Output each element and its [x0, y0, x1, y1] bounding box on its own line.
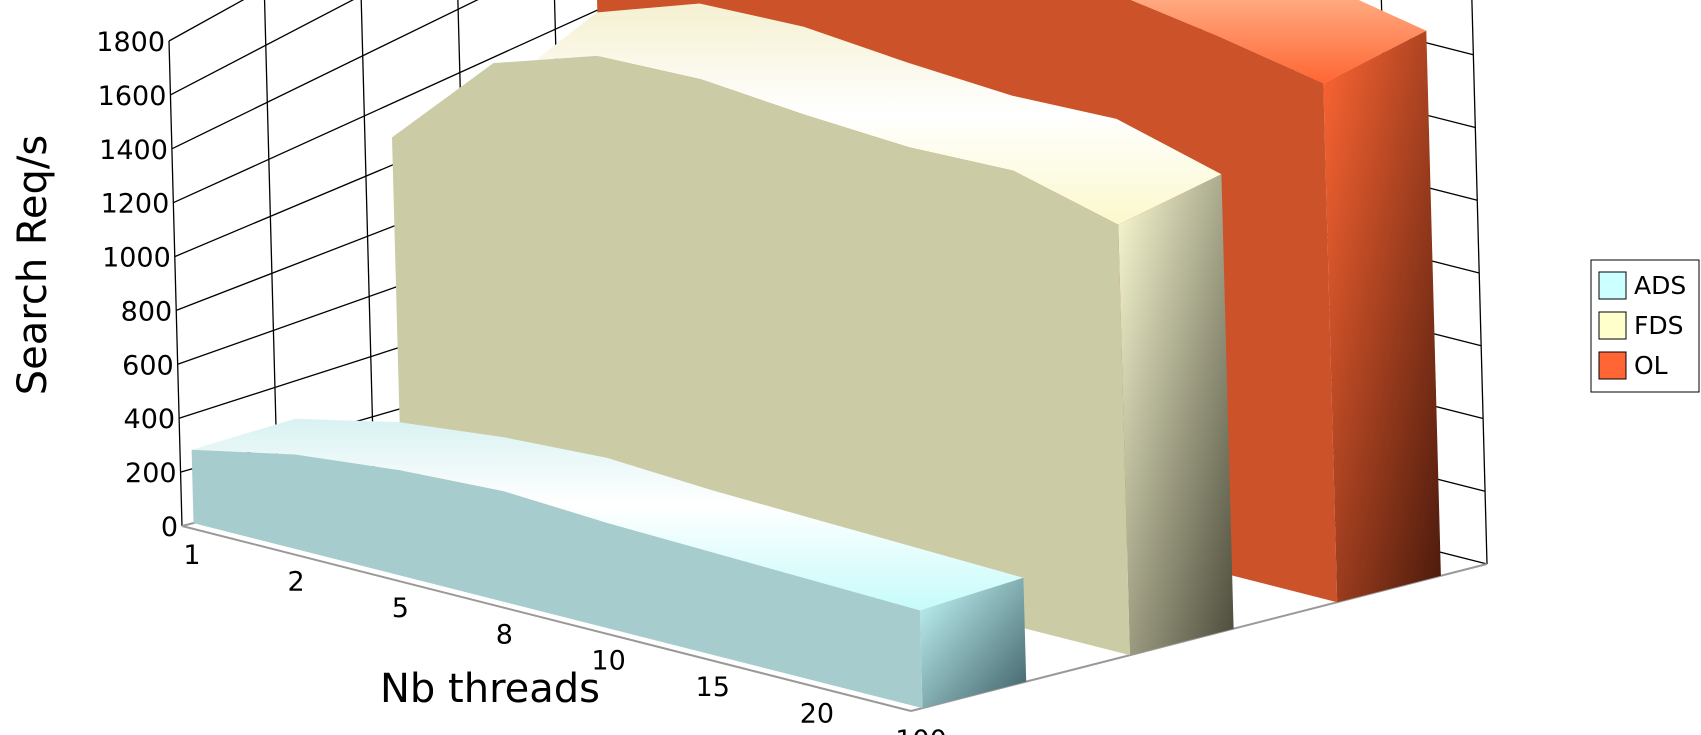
x-tick-label: 2 — [288, 566, 305, 597]
series-layer — [191, 0, 1441, 709]
x-tick-label: 5 — [392, 593, 409, 624]
y-axis-label: Search Req/s — [10, 135, 56, 395]
legend-label-ol: OL — [1634, 351, 1668, 380]
y-tick-label: 600 — [122, 350, 174, 381]
legend-swatch-fds — [1598, 311, 1627, 340]
y-tick-label: 1200 — [101, 189, 170, 220]
legend: ADS FDS OL — [1590, 259, 1700, 393]
x-axis-label: Nb threads — [380, 666, 600, 712]
y-tick-label: 1600 — [98, 81, 167, 112]
y-tick-label: 200 — [125, 458, 177, 489]
series-end-fds — [1118, 174, 1234, 656]
series-end-ads — [919, 577, 1027, 709]
grid-depth-line — [263, 0, 279, 502]
series-end-ol — [1323, 30, 1441, 603]
series-top-fds — [392, 3, 1222, 225]
legend-label-ads: ADS — [1634, 271, 1686, 300]
grid-depth-line — [360, 0, 375, 478]
y-tick-label: 1800 — [96, 27, 165, 58]
y-tick-label: 400 — [124, 404, 176, 435]
grid-depth-line — [168, 40, 183, 527]
series-ads — [191, 418, 1027, 709]
legend-swatch-ads — [1598, 271, 1627, 300]
y-tick-label: 800 — [121, 296, 173, 327]
legend-swatch-ol — [1598, 351, 1627, 380]
series-top-ol — [1130, 0, 1427, 84]
x-tick-label: 8 — [496, 619, 513, 650]
floor-edge — [181, 525, 912, 712]
x-tick-label: 10 — [591, 646, 625, 677]
y-tick-label: 1000 — [102, 243, 171, 274]
x-tick-label: 15 — [696, 672, 730, 703]
series-front-ads — [191, 449, 923, 709]
y-tick-label: 1400 — [99, 135, 168, 166]
x-tick-label: 20 — [800, 699, 834, 730]
y-tick-label: 0 — [161, 512, 178, 543]
grid-back-line — [1471, 0, 1488, 565]
x-tick-label: 100 — [895, 725, 947, 735]
tick-layer: 0 200 400 600 800 1000 1200 1400 1600 1800 1 2 5 8 10 1… — [96, 27, 946, 735]
series-top-ads — [191, 418, 1024, 611]
legend-label-fds: FDS — [1634, 311, 1684, 340]
x-tick-label: 1 — [183, 540, 200, 571]
